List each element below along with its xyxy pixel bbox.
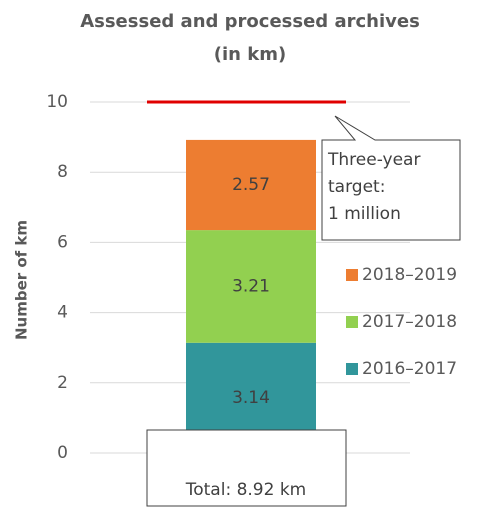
- y-tick-label: 4: [57, 303, 68, 323]
- data-label: 3.21: [232, 276, 270, 296]
- bar-segment: [186, 230, 316, 343]
- y-tick-label: 8: [57, 162, 68, 182]
- legend-swatch: [346, 363, 358, 375]
- y-tick-label: 2: [57, 373, 68, 393]
- y-axis-label: Number of km: [13, 220, 31, 340]
- data-label: 3.14: [232, 388, 270, 408]
- legend-label: 2017–2018: [362, 312, 457, 332]
- chart-title: (in km): [214, 44, 286, 65]
- legend-label: 2018–2019: [362, 265, 457, 285]
- legend-swatch: [346, 316, 358, 328]
- annotation: Three-year: [327, 150, 420, 170]
- legend-swatch: [346, 269, 358, 281]
- y-tick-label: 6: [57, 232, 68, 252]
- annotation: target:: [328, 177, 385, 197]
- legend-label: 2016–2017: [362, 359, 457, 379]
- y-tick-label: 10: [46, 92, 68, 112]
- y-tick-label: 0: [57, 443, 68, 463]
- data-label: 2.57: [232, 175, 270, 195]
- callout: [321, 115, 461, 241]
- total-label: Total: 8.92 km: [185, 480, 307, 500]
- annotation: 1 million: [328, 204, 401, 224]
- chart-title: Assessed and processed archives: [80, 11, 420, 32]
- total-box: [146, 429, 347, 507]
- bar-segment: [186, 139, 316, 231]
